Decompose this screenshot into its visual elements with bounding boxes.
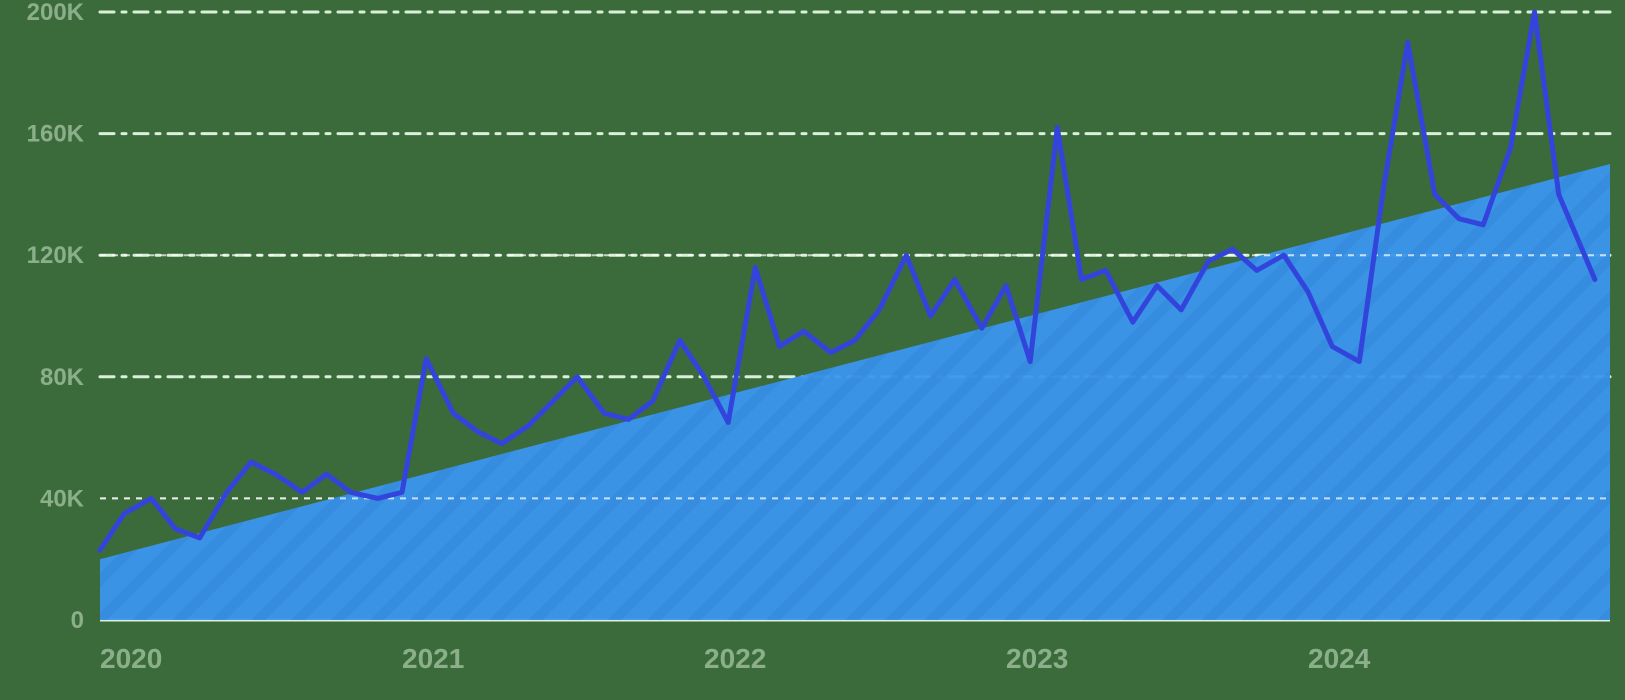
y-tick-label: 160K xyxy=(27,121,85,148)
trend-chart: 0 40K 80K 120K 160K 200K 2020 2021 2022 2023 2024 xyxy=(0,0,1625,700)
y-tick-label: 40K xyxy=(40,485,85,512)
x-tick-label: 2023 xyxy=(1006,643,1068,674)
y-tick-label: 200K xyxy=(27,0,85,26)
y-tick-label: 0 xyxy=(71,607,84,634)
trend-area-hatch xyxy=(100,164,1610,620)
y-tick-label: 80K xyxy=(40,364,85,391)
x-tick-label: 2024 xyxy=(1308,643,1371,674)
x-tick-label: 2022 xyxy=(704,643,766,674)
x-tick-label: 2021 xyxy=(402,643,464,674)
y-tick-label: 120K xyxy=(27,242,85,269)
x-tick-label: 2020 xyxy=(100,643,162,674)
chart-svg: 0 40K 80K 120K 160K 200K 2020 2021 2022 2023 2024 xyxy=(0,0,1625,700)
